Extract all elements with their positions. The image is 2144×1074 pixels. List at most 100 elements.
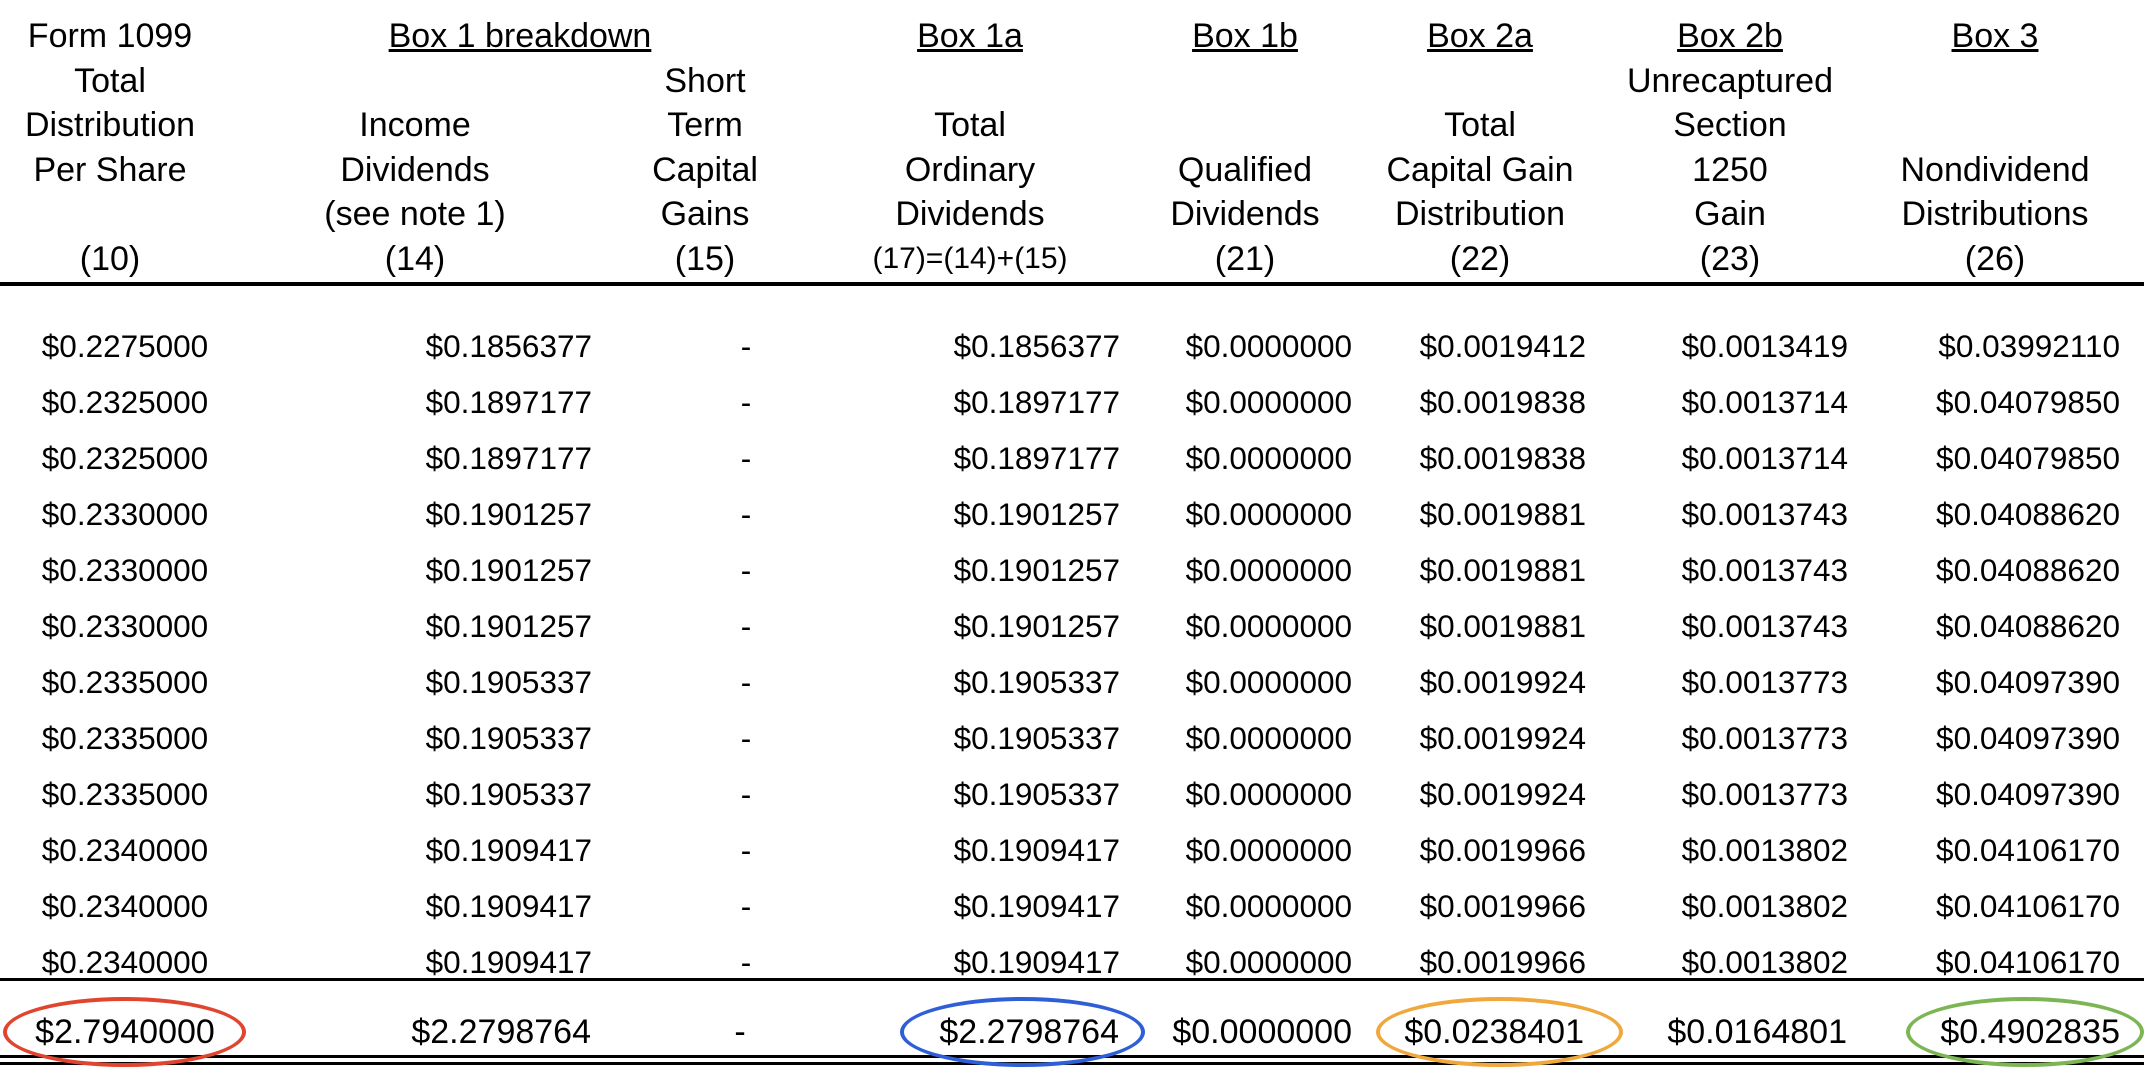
cell-short-term-gains: -	[740, 384, 752, 420]
cell-distribution-per-share: $0.2335000	[41, 720, 209, 756]
cell-unrecaptured-1250-gain: $0.0013743	[1681, 552, 1848, 588]
cell-nondividend-distributions: $0.04106170	[1936, 944, 2120, 980]
cell-nondividend-distributions: $0.04097390	[1936, 720, 2120, 756]
header-line	[1150, 103, 1340, 148]
cell-short-term-gains: -	[740, 552, 752, 588]
cell-nondividend-distributions: $0.04106170	[1936, 832, 2120, 868]
header-col-box-1a: Box 1a Total Ordinary Dividends (17)=(14…	[850, 14, 1090, 284]
cell-qualified-dividends: $0.0000000	[1185, 664, 1352, 700]
header-col-box-2b: Box 2b Unrecaptured Section 1250 Gain (2…	[1610, 14, 1850, 284]
cell-income-dividends: $0.1856377	[425, 328, 592, 364]
header-line	[1360, 59, 1600, 104]
cell-nondividend-distributions: $0.04088620	[1936, 552, 2120, 588]
cell-capital-gain-distribution: $0.0019966	[1419, 944, 1586, 980]
header-line: Nondividend	[1900, 150, 2090, 189]
cell-unrecaptured-1250-gain: $0.0013802	[1681, 832, 1848, 868]
header-line	[1150, 59, 1340, 104]
cell-qualified-dividends: $0.0000000	[1185, 328, 1352, 364]
header-ref: (21)	[1214, 239, 1276, 278]
header-col-box-1b: Box 1b Qualified Dividends (21)	[1150, 14, 1340, 284]
header-ref: (26)	[1964, 239, 2026, 278]
cell-short-term-gains: -	[740, 496, 752, 532]
table-row: $0.2330000 $0.1901257 - $0.1901257 $0.000000…	[0, 598, 2144, 654]
header-ref: (22)	[1449, 239, 1511, 278]
header-box-label: Box 1b	[1192, 17, 1298, 55]
cell-distribution-per-share: $0.2275000	[41, 328, 209, 364]
header-line: Capital	[652, 150, 758, 189]
header-box-label: Form 1099	[27, 17, 193, 55]
cell-distribution-per-share: $0.2325000	[41, 440, 209, 476]
header-line: Dividends	[1170, 195, 1320, 233]
cell-nondividend-distributions: $0.04088620	[1936, 608, 2120, 644]
header-line: Per Share	[33, 150, 187, 189]
header-ref: (14)	[384, 239, 446, 278]
cell-short-term-gains: -	[740, 664, 752, 700]
cell-unrecaptured-1250-gain: $0.0013773	[1681, 664, 1848, 700]
cell-short-term-gains: -	[740, 720, 752, 756]
totals-divider	[0, 978, 2144, 981]
cell-nondividend-distributions: $0.04088620	[1936, 496, 2120, 532]
cell-qualified-dividends: $0.0000000	[1185, 720, 1352, 756]
header-line: Unrecaptured	[1626, 61, 1833, 100]
header-line: Distribution	[24, 106, 196, 144]
table-row: $0.2335000 $0.1905337 - $0.1905337 $0.000000…	[0, 766, 2144, 822]
header-line: Income	[359, 106, 471, 144]
header-box-label: Box 2a	[1427, 17, 1533, 55]
header-line: Gains	[660, 195, 750, 233]
header-line: Distributions	[1901, 195, 2089, 233]
cell-nondividend-distributions: $0.04097390	[1936, 664, 2120, 700]
cell-ordinary-dividends: $0.1901257	[953, 496, 1120, 532]
cell-ordinary-dividends: $0.1909417	[953, 888, 1120, 924]
header-line: Qualified	[1177, 150, 1313, 189]
table-row: $0.2335000 $0.1905337 - $0.1905337 $0.000000…	[0, 710, 2144, 766]
header-col-income-dividends: Income Dividends (see note 1) (14)	[300, 14, 530, 284]
cell-income-dividends: $0.1905337	[425, 720, 592, 756]
header-line: Section	[1673, 106, 1787, 144]
header-line: Distribution	[1394, 195, 1566, 233]
header-line: Gain	[1694, 195, 1766, 233]
highlight-box-2a-ellipse	[1376, 997, 1623, 1067]
header-col-short-term-capital-gains: Short Term Capital Gains (15)	[620, 14, 790, 284]
cell-nondividend-distributions: $0.04079850	[1936, 440, 2120, 476]
cell-income-dividends: $0.1901257	[425, 608, 592, 644]
cell-capital-gain-distribution: $0.0019881	[1419, 608, 1586, 644]
cell-income-dividends: $0.1905337	[425, 664, 592, 700]
cell-unrecaptured-1250-gain: $0.0013802	[1681, 888, 1848, 924]
cell-ordinary-dividends: $0.1897177	[953, 384, 1120, 420]
total-qualified-dividends: $0.0000000	[1172, 1013, 1352, 1051]
cell-capital-gain-distribution: $0.0019838	[1419, 384, 1586, 420]
cell-nondividend-distributions: $0.04106170	[1936, 888, 2120, 924]
header-box-label: Box 1a	[917, 17, 1023, 55]
cell-short-term-gains: -	[740, 832, 752, 868]
header-line	[850, 59, 1090, 104]
cell-qualified-dividends: $0.0000000	[1185, 944, 1352, 980]
cell-capital-gain-distribution: $0.0019924	[1419, 720, 1586, 756]
header-line	[0, 192, 220, 237]
cell-unrecaptured-1250-gain: $0.0013714	[1681, 384, 1848, 420]
header-line	[300, 59, 530, 104]
table-row: $0.2340000 $0.1909417 - $0.1909417 $0.000000…	[0, 822, 2144, 878]
cell-ordinary-dividends: $0.1901257	[953, 608, 1120, 644]
cell-qualified-dividends: $0.0000000	[1185, 384, 1352, 420]
highlight-box-1a-ellipse	[900, 997, 1145, 1067]
header-line: Total	[934, 106, 1006, 144]
cell-distribution-per-share: $0.2340000	[41, 832, 209, 868]
highlight-total-distribution-ellipse	[3, 997, 246, 1067]
cell-distribution-per-share: $0.2340000	[41, 944, 209, 980]
header-box-label: Box 3	[1951, 17, 2039, 55]
cell-ordinary-dividends: $0.1905337	[953, 664, 1120, 700]
cell-capital-gain-distribution: $0.0019412	[1419, 328, 1586, 364]
cell-ordinary-dividends: $0.1905337	[953, 776, 1120, 812]
cell-capital-gain-distribution: $0.0019881	[1419, 552, 1586, 588]
table-row: $0.2325000 $0.1897177 - $0.1897177 $0.000000…	[0, 374, 2144, 430]
cell-ordinary-dividends: $0.1856377	[953, 328, 1120, 364]
cell-unrecaptured-1250-gain: $0.0013743	[1681, 496, 1848, 532]
cell-income-dividends: $0.1901257	[425, 552, 592, 588]
total-income-dividends: $2.2798764	[411, 1013, 591, 1051]
cell-capital-gain-distribution: $0.0019924	[1419, 664, 1586, 700]
header-ref: (23)	[1699, 239, 1761, 278]
cell-ordinary-dividends: $0.1901257	[953, 552, 1120, 588]
cell-qualified-dividends: $0.0000000	[1185, 440, 1352, 476]
cell-unrecaptured-1250-gain: $0.0013714	[1681, 440, 1848, 476]
header-line: Capital Gain	[1386, 150, 1574, 189]
